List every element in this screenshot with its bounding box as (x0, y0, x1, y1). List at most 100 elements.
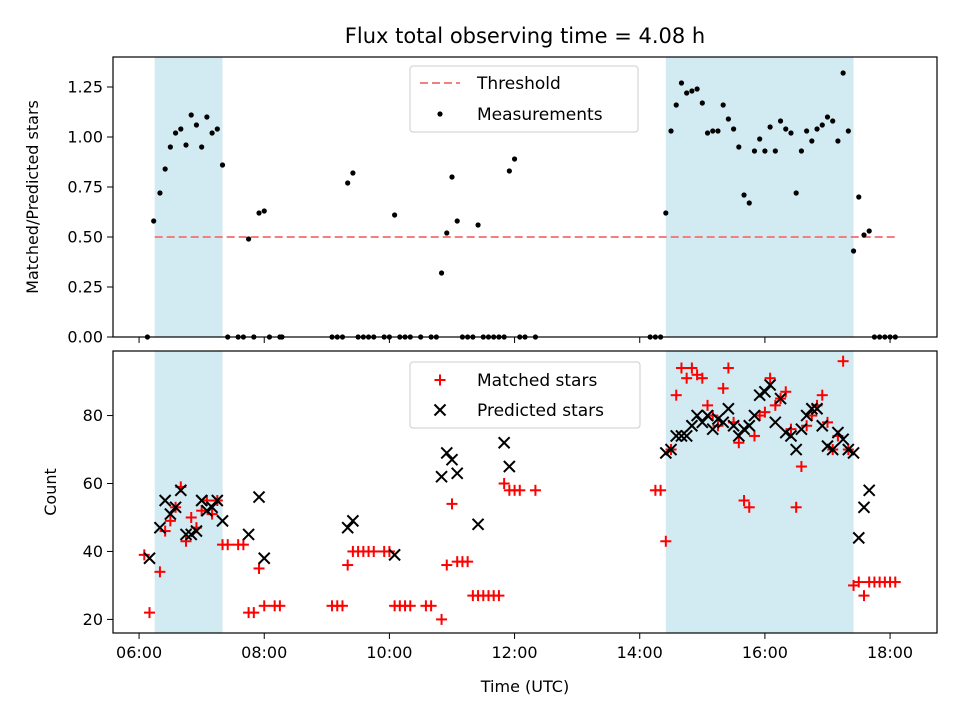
predicted-point-49 (774, 392, 787, 405)
measurement-point-32 (365, 334, 372, 340)
predicted-point-19-b (388, 548, 401, 562)
matched-point-88 (806, 410, 818, 422)
predicted-point-2 (158, 494, 172, 507)
matched-point-64 (681, 372, 693, 384)
measurement-point-71 (699, 100, 705, 106)
measurement-point-0 (144, 334, 151, 340)
matched-point-84 (785, 423, 797, 435)
predicted-point-46-b (758, 385, 772, 398)
predicted-point-60 (831, 426, 845, 439)
bottom-xtick-label-4: 14:00 (617, 643, 663, 662)
predicted-point-28-b (664, 443, 678, 456)
predicted-point-54-b (800, 409, 813, 422)
predicted-point-31-b (680, 429, 693, 443)
predicted-point-33 (690, 409, 704, 422)
predicted-point-22-b (445, 453, 459, 466)
measurement-point-40 (418, 334, 424, 340)
predicted-point-47-b (763, 378, 777, 392)
measurement-point-89 (793, 190, 799, 196)
predicted-point-14-b (242, 528, 255, 541)
matched-point-42 (441, 559, 453, 571)
measurement-point-85 (772, 148, 778, 154)
measurement-point-69 (689, 88, 695, 94)
predicted-point-0 (143, 552, 156, 565)
measurement-point-57 (511, 156, 518, 162)
top-ytick-label-2: 0.50 (67, 228, 103, 247)
legend-measurements-swatch (437, 111, 443, 117)
measurement-point-61 (647, 334, 653, 340)
matched-point-38 (404, 600, 416, 612)
predicted-point-57 (816, 419, 829, 432)
measurement-point-45 (449, 174, 455, 180)
measurement-point-16 (235, 334, 241, 340)
bottom-legend: Matched stars Predicted stars (409, 361, 641, 429)
predicted-point-12-b (211, 494, 224, 507)
predicted-point-56 (810, 402, 824, 415)
top-legend-box (409, 65, 639, 133)
measurement-point-105 (877, 334, 883, 340)
bottom-ytick-label-3: 80 (83, 406, 103, 425)
matched-point-60 (660, 535, 672, 547)
predicted-point-64 (852, 531, 865, 545)
predicted-point-50-b (779, 426, 792, 439)
predicted-point-51-b (784, 429, 798, 443)
x-axis-label: Time (UTC) (480, 677, 569, 696)
measurement-point-86 (777, 118, 784, 124)
measurement-point-102 (861, 232, 867, 238)
legend-matched-label: Matched stars (477, 371, 597, 391)
measurement-point-107 (887, 334, 893, 340)
top-panel: 0.00 0.25 0.50 0.75 1.00 1.25 (67, 56, 938, 347)
bottom-ytick-label-2: 60 (83, 474, 103, 493)
measurement-point-104 (871, 334, 878, 340)
matched-point-68 (702, 399, 714, 411)
predicted-point-15-b (252, 490, 266, 504)
matched-point-74 (733, 437, 745, 449)
measurement-point-81 (751, 148, 758, 154)
measurement-point-92 (809, 138, 815, 144)
measurement-point-60 (532, 334, 539, 340)
matched-point-26 (336, 600, 348, 612)
measurement-point-94 (819, 122, 825, 128)
measurement-point-36 (392, 212, 398, 218)
predicted-point-61 (836, 433, 850, 446)
bottom-xtick-label-5: 16:00 (742, 643, 788, 662)
measurement-point-75 (720, 102, 726, 108)
predicted-point-35-b (701, 409, 714, 422)
predicted-point-63 (847, 446, 860, 460)
measurement-point-13 (214, 126, 220, 132)
measurement-point-2 (157, 190, 163, 196)
matched-point-80 (764, 372, 776, 384)
measurement-point-70 (694, 86, 700, 92)
predicted-point-41 (732, 429, 746, 443)
bottom-ytick-label-0: 20 (83, 610, 103, 629)
predicted-point-9-b (195, 494, 208, 507)
measurement-point-84 (767, 124, 773, 130)
measurement-point-67 (678, 80, 685, 86)
predicted-point-4 (169, 501, 182, 514)
matched-point-8 (185, 511, 197, 523)
predicted-point-8 (190, 524, 203, 538)
matched-point-77 (748, 430, 760, 442)
predicted-point-55-b (805, 402, 819, 415)
top-ytick-label-5: 1.25 (67, 78, 103, 97)
measurement-point-99 (845, 128, 851, 134)
measurement-point-43 (438, 270, 445, 276)
predicted-point-40 (727, 419, 740, 432)
matched-point-2 (154, 566, 166, 578)
predicted-point-21 (440, 446, 453, 460)
matched-point-104 (889, 576, 901, 588)
measurement-point-51 (480, 334, 486, 340)
matched-point-91 (821, 416, 833, 428)
measurement-point-63 (657, 334, 664, 340)
matched-point-72 (722, 362, 734, 374)
predicted-point-57-b (816, 419, 829, 432)
predicted-point-28 (664, 443, 678, 456)
measurement-point-25 (329, 334, 335, 340)
matched-point-20 (253, 562, 265, 574)
measurement-point-9 (193, 122, 200, 128)
measurement-point-7 (183, 142, 189, 148)
measurement-point-34 (381, 334, 387, 340)
predicted-point-66 (862, 484, 876, 497)
matched-point-34 (383, 545, 395, 557)
